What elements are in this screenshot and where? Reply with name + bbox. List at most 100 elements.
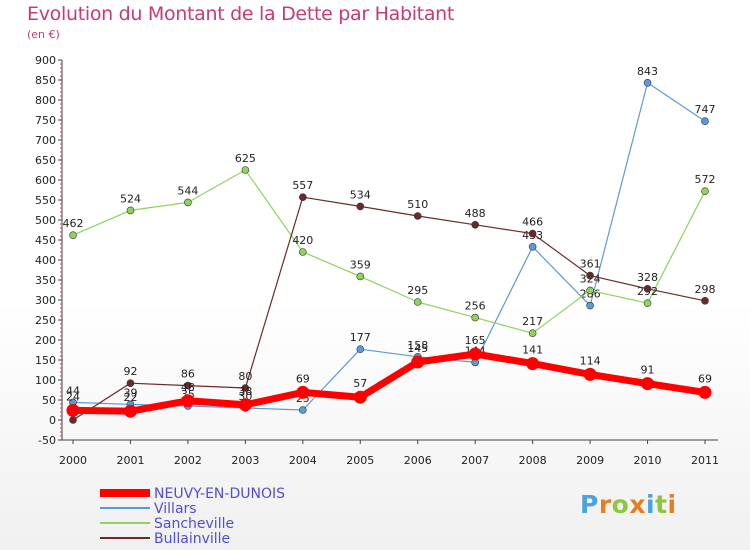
y-tick-label: 750 [35,114,56,127]
data-label-bullainville: 80 [238,370,252,383]
x-tick-label: 2008 [519,454,547,467]
data-point-bullainville [528,229,537,238]
series-line-bullainville [72,196,706,421]
y-tick-label: 350 [35,274,56,287]
data-label-neuvy-en-dunois: 69 [296,372,310,385]
data-label-sancheville: 544 [177,184,198,197]
legend-label: NEUVY-EN-DUNOIS [154,486,285,502]
logo-letter: x [629,490,646,519]
data-label-bullainville: 361 [580,258,601,271]
y-tick-label: 0 [49,414,56,427]
x-tick-label: 2005 [346,454,374,467]
x-tick-label: 2007 [461,454,489,467]
x-tick-label: 2009 [576,454,604,467]
data-label-sancheville: 217 [522,315,543,328]
data-point-bullainville [69,416,77,424]
series-line-sancheville [72,169,706,334]
data-label-neuvy-en-dunois: 114 [580,354,601,367]
data-point-bullainville [126,379,135,388]
y-tick-label: 550 [35,194,56,207]
x-tick-label: 2010 [634,454,662,467]
data-label-neuvy-en-dunois: 69 [698,372,712,385]
y-tick-label: 850 [35,74,56,87]
data-point-bullainville [471,221,479,229]
data-label-sancheville: 359 [350,258,371,271]
data-label-bullainville: 534 [350,188,371,201]
x-tick-label: 2000 [59,454,87,467]
data-point-bullainville [299,193,307,201]
data-point-neuvy-en-dunois [181,394,195,408]
data-label-bullainville: 92 [123,365,137,378]
data-label-villars: 177 [350,331,371,344]
data-point-villars [643,79,652,87]
y-tick-label: 600 [35,174,56,187]
data-point-neuvy-en-dunois [66,403,80,417]
y-tick-label: 250 [35,314,56,327]
y-tick-label: 500 [35,214,56,227]
x-tick-label: 2001 [116,454,144,467]
data-label-villars: 843 [637,65,658,78]
data-label-neuvy-en-dunois: 91 [641,364,655,377]
series-line-neuvy-en-dunois [69,350,709,415]
y-tick-label: 200 [35,334,56,347]
x-tick-label: 2004 [289,454,317,467]
data-point-neuvy-en-dunois [698,385,712,399]
logo-letter: r [598,490,612,519]
data-label-sancheville: 420 [292,234,313,247]
logo-letter: t [655,490,668,519]
data-point-neuvy-en-dunois [296,385,310,399]
data-point-neuvy-en-dunois [583,367,597,381]
data-point-sancheville [69,231,77,239]
data-label-bullainville: 557 [292,179,313,192]
data-point-villars [528,243,537,251]
y-tick-label: 450 [35,234,56,247]
unit-label: (en €) [27,28,60,41]
data-point-sancheville [126,206,135,215]
logo-letter: i [667,490,677,519]
legend-label: Villars [154,501,197,517]
data-label-sancheville: 625 [235,152,256,165]
data-label-bullainville: 488 [465,207,486,220]
y-tick-label: 700 [35,134,56,147]
data-point-sancheville [471,313,479,322]
data-point-sancheville [528,329,537,338]
data-point-villars [299,406,307,414]
data-label-bullainville: 328 [637,271,658,284]
data-point-bullainville [184,381,192,390]
data-label-bullainville: 298 [695,283,716,296]
data-label-neuvy-en-dunois: 38 [238,385,252,398]
data-label-neuvy-en-dunois: 24 [66,390,80,403]
data-label-neuvy-en-dunois: 57 [353,377,367,390]
x-tick-label: 2003 [231,454,259,467]
legend-label: Sancheville [154,516,234,532]
y-tick-label: 100 [35,374,56,387]
data-label-sancheville: 572 [695,173,716,186]
data-point-neuvy-en-dunois [353,390,367,404]
y-tick-label: -50 [38,434,56,447]
y-tick-label: 50 [42,394,56,407]
y-tick-label: 900 [35,54,56,67]
logo-letter: o [611,490,630,519]
data-point-sancheville [241,166,250,174]
data-label-villars: 44 [66,384,80,397]
data-label-sancheville: 524 [120,192,141,205]
logo-letter: i [646,490,656,519]
data-label-bullainville: 466 [522,216,543,229]
logo-letter: P [580,490,599,519]
data-label-villars: 747 [695,103,716,116]
data-label-villars: 158 [407,339,428,352]
data-point-bullainville [413,212,422,220]
legend-label: Bullainville [154,531,230,547]
data-label-neuvy-en-dunois: 48 [181,381,195,394]
data-point-neuvy-en-dunois [238,398,252,412]
data-point-sancheville [701,187,709,195]
data-point-sancheville [586,286,594,295]
proxiti-logo: Proxiti [580,490,677,519]
data-point-sancheville [299,248,307,256]
x-tick-label: 2006 [404,454,432,467]
data-point-bullainville [701,296,709,305]
data-point-bullainville [241,384,250,392]
data-label-neuvy-en-dunois: 145 [407,342,428,355]
data-point-bullainville [643,284,652,293]
